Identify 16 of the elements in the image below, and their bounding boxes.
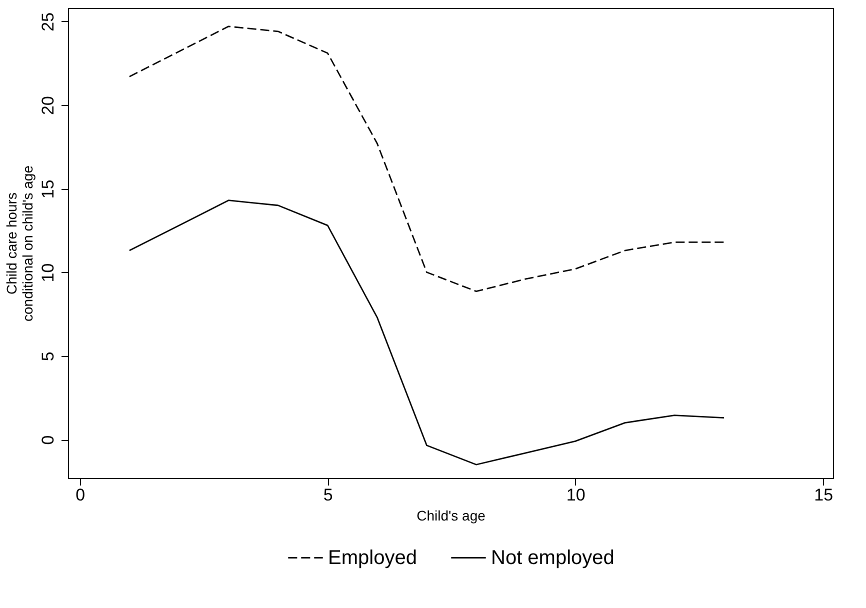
x-tick-label: 10 xyxy=(566,486,586,504)
y-tick-label: 0 xyxy=(38,435,58,445)
y-axis-title: Child care hours conditional on child's age xyxy=(4,165,36,322)
legend-label: Employed xyxy=(328,546,417,569)
y-tick-label: 20 xyxy=(38,96,58,115)
x-axis-title: Child's age xyxy=(416,508,486,524)
y-tick-label: 10 xyxy=(38,263,58,282)
y-tick-label: 5 xyxy=(38,352,58,362)
x-tick-label: 0 xyxy=(76,486,86,504)
x-tick-label: 5 xyxy=(323,486,333,504)
x-tick-label: 15 xyxy=(814,486,834,504)
y-tick-label: 25 xyxy=(38,12,58,32)
line-series xyxy=(128,26,725,292)
y-tick-label: 15 xyxy=(38,180,58,199)
line-series xyxy=(128,200,725,466)
legend-label: Not employed xyxy=(491,546,614,569)
